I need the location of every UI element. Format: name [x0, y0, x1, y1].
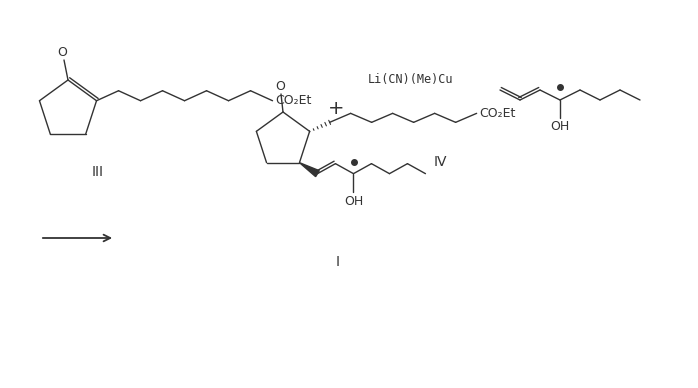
Text: IV: IV: [433, 155, 447, 169]
Polygon shape: [299, 163, 319, 177]
Text: +: +: [328, 99, 344, 118]
Text: OH: OH: [344, 195, 363, 208]
Text: Li(CN)(Me)Cu: Li(CN)(Me)Cu: [368, 73, 454, 87]
Text: O: O: [57, 46, 67, 59]
Text: CO₂Et: CO₂Et: [276, 94, 312, 107]
Text: I: I: [336, 255, 340, 269]
Text: III: III: [92, 165, 104, 179]
Text: CO₂Et: CO₂Et: [480, 107, 516, 120]
Text: OH: OH: [551, 120, 570, 133]
Text: O: O: [275, 80, 285, 93]
